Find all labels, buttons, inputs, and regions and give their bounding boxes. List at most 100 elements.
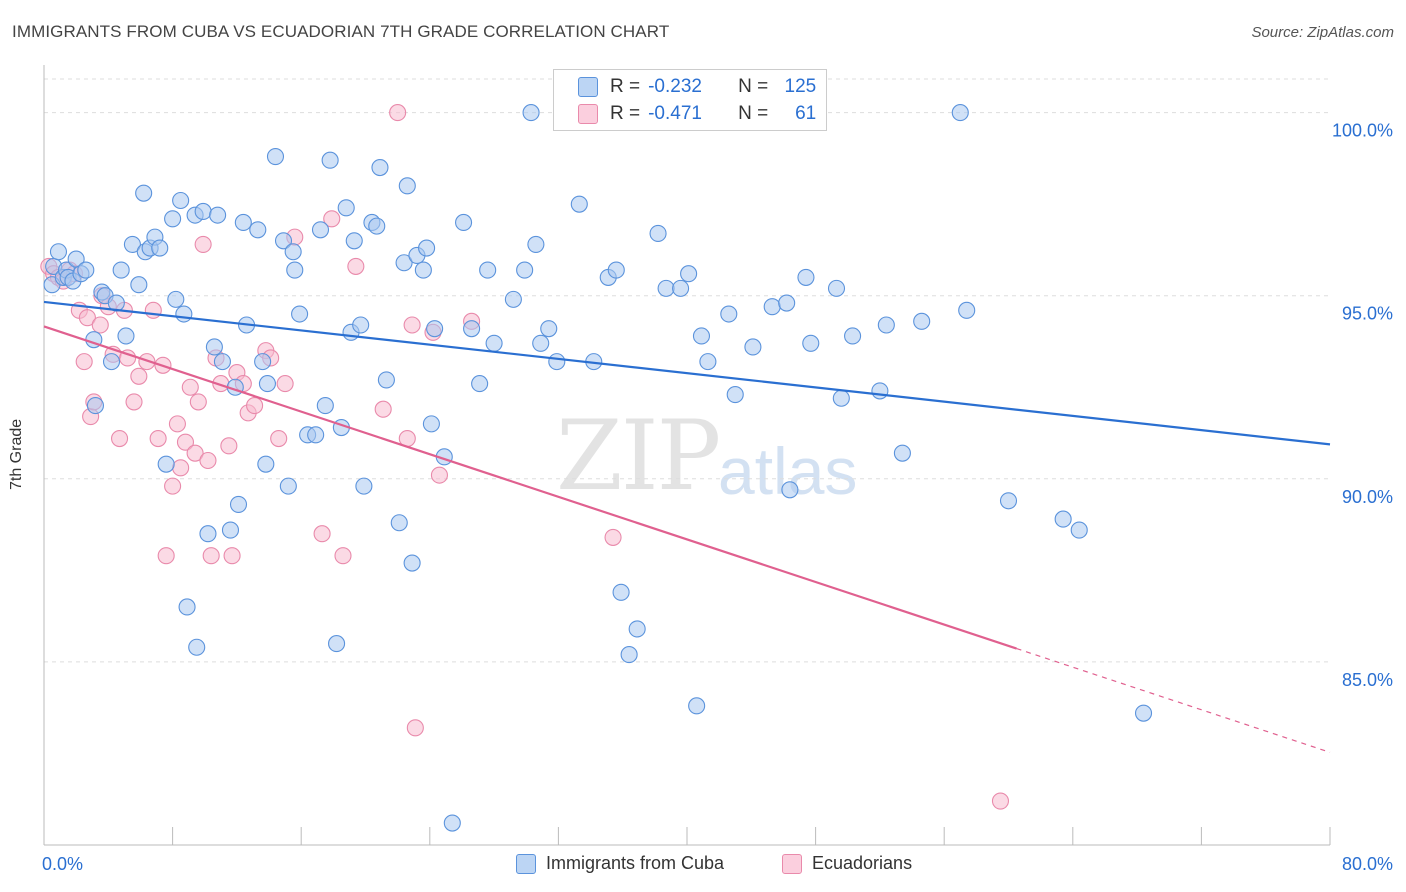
legend-r-label: R =	[610, 103, 641, 124]
cuba-point	[532, 334, 550, 352]
cuba-point	[345, 232, 363, 250]
cuba-point	[316, 397, 334, 415]
cuba-point	[763, 298, 781, 316]
watermark-zip: ZIP	[556, 400, 721, 512]
cuba-point	[699, 353, 717, 371]
cuba-point	[178, 598, 196, 616]
legend-item-cuba: Immigrants from Cuba	[516, 853, 724, 874]
cuba-point	[398, 177, 416, 195]
cuba-point	[455, 213, 473, 232]
ecuadorians-point	[194, 235, 212, 253]
cuba-point	[266, 147, 285, 166]
cuba-point	[548, 353, 566, 371]
cuba-point	[913, 312, 931, 330]
legend-r-value: -0.232	[648, 76, 702, 97]
cuba-point	[403, 554, 421, 572]
ecuadorians-point	[164, 477, 182, 495]
cuba-point	[802, 334, 820, 352]
cuba-point	[426, 320, 444, 338]
ecuadorians-point	[157, 547, 175, 565]
cuba-point	[877, 316, 895, 334]
legend-n-value: 125	[784, 76, 817, 97]
legend-r-value: -0.471	[648, 103, 702, 124]
cuba-point	[570, 195, 588, 213]
cuba-point	[958, 301, 976, 319]
cuba-point	[778, 294, 796, 312]
source-label: Source: ZipAtlas.com	[1251, 24, 1394, 41]
cuba-point	[688, 697, 706, 715]
cuba-point	[377, 371, 395, 389]
cuba-point	[471, 375, 489, 393]
cuba-point	[844, 327, 862, 345]
cuba-point	[213, 353, 231, 371]
cuba-point	[274, 232, 293, 250]
axes	[43, 65, 1331, 846]
cuba-point	[368, 217, 386, 235]
ecuadorians-point	[246, 397, 264, 415]
cuba-point	[175, 305, 193, 323]
cuba-point	[188, 638, 206, 656]
cuba-point	[540, 320, 558, 338]
ecuadorians-legend-swatch	[782, 853, 802, 874]
cuba-point	[199, 525, 217, 543]
cuba-point	[249, 221, 267, 239]
cuba-point	[720, 305, 738, 323]
tick-labels: 85.0% 90.0% 95.0% 100.0% 0.0% 80.0%	[42, 121, 1393, 874]
cuba-point	[77, 261, 95, 279]
cuba-point	[463, 320, 481, 338]
ecuadorians-point	[223, 547, 241, 565]
cuba-point	[117, 327, 135, 345]
cuba-point	[311, 221, 330, 239]
ecuadorians-point	[202, 547, 220, 565]
stats-legend: R = -0.232 N = 125 R = -0.471 N = 61	[553, 69, 827, 131]
ecuadorians-point	[403, 316, 421, 334]
cuba-point	[832, 389, 850, 407]
cuba-point	[286, 261, 304, 279]
ecuadorians-point	[347, 257, 365, 275]
cuba-point	[371, 158, 389, 177]
cuba-point	[657, 279, 675, 297]
ecuadorians-point	[144, 301, 162, 319]
cuba-point	[418, 239, 436, 257]
cuba-point	[871, 382, 889, 400]
ecuadorians-point	[186, 444, 204, 462]
x-tick-label: 80.0%	[1342, 854, 1393, 874]
y-tick-label: 85.0%	[1342, 670, 1393, 690]
cuba-legend-swatch	[516, 853, 536, 874]
cuba-point	[209, 206, 227, 224]
legend-r-label: R =	[610, 76, 641, 97]
cuba-point	[135, 184, 153, 202]
cuba-point	[744, 338, 762, 356]
ecuadorians-point	[323, 210, 341, 228]
cuba-point	[279, 477, 297, 495]
cuba-point	[893, 444, 911, 462]
cuba-point	[86, 397, 104, 415]
cuba-point	[130, 276, 148, 294]
ecuadorians-point	[374, 400, 392, 418]
cuba-point	[234, 213, 252, 232]
legend-n-label: N =	[738, 76, 769, 97]
ecuadorians-point	[78, 309, 96, 327]
cuba-point	[1134, 704, 1153, 722]
ecuadorians-swatch	[578, 104, 598, 124]
cuba-point	[337, 199, 355, 217]
cuba-point	[258, 375, 276, 393]
cuba-point	[781, 481, 799, 499]
cuba-point	[151, 239, 169, 257]
cuba-point	[284, 243, 302, 261]
cuba-point	[102, 353, 121, 371]
ecuadorians-point	[176, 433, 195, 451]
cuba-point	[123, 235, 141, 253]
legend-n-value: 61	[795, 103, 817, 124]
cuba-point	[516, 261, 534, 279]
cuba-point	[390, 514, 408, 532]
cuba-point	[395, 254, 413, 272]
ecuadorians-point	[604, 528, 622, 546]
cuba-point	[692, 327, 711, 345]
legend-n-label: N =	[738, 103, 769, 124]
ecuadorians-point	[130, 367, 148, 385]
cuba-point	[951, 104, 969, 122]
y-tick-label: 95.0%	[1342, 304, 1393, 324]
cuba-point	[672, 279, 690, 297]
cuba-point	[680, 265, 698, 283]
